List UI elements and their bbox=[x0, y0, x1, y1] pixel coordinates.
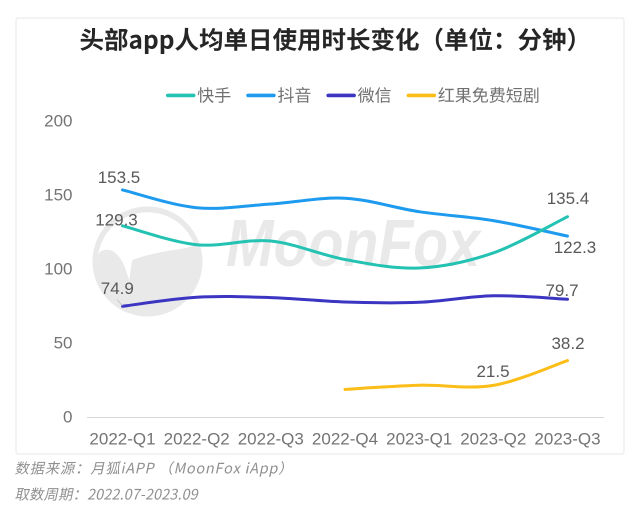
svg-text:2022-Q3: 2022-Q3 bbox=[238, 430, 304, 449]
svg-text:21.5: 21.5 bbox=[476, 362, 509, 381]
svg-text:MoonFox: MoonFox bbox=[226, 206, 482, 281]
svg-text:2022-Q2: 2022-Q2 bbox=[164, 430, 230, 449]
svg-text:2022-Q4: 2022-Q4 bbox=[312, 430, 378, 449]
svg-text:50: 50 bbox=[54, 334, 73, 353]
svg-text:122.3: 122.3 bbox=[554, 238, 597, 257]
svg-text:2023-Q1: 2023-Q1 bbox=[386, 430, 452, 449]
svg-text:200: 200 bbox=[44, 112, 72, 131]
svg-text:135.4: 135.4 bbox=[547, 189, 590, 208]
svg-text:2023-Q3: 2023-Q3 bbox=[534, 430, 600, 449]
svg-text:79.7: 79.7 bbox=[545, 281, 578, 300]
svg-text:2023-Q2: 2023-Q2 bbox=[460, 430, 526, 449]
svg-text:129.3: 129.3 bbox=[95, 211, 138, 230]
svg-text:2022-Q1: 2022-Q1 bbox=[89, 430, 155, 449]
svg-text:0: 0 bbox=[63, 408, 72, 427]
svg-text:38.2: 38.2 bbox=[551, 334, 584, 353]
svg-text:74.9: 74.9 bbox=[101, 279, 134, 298]
svg-text:153.5: 153.5 bbox=[98, 168, 141, 187]
svg-text:150: 150 bbox=[44, 186, 72, 205]
svg-text:100: 100 bbox=[44, 260, 72, 279]
